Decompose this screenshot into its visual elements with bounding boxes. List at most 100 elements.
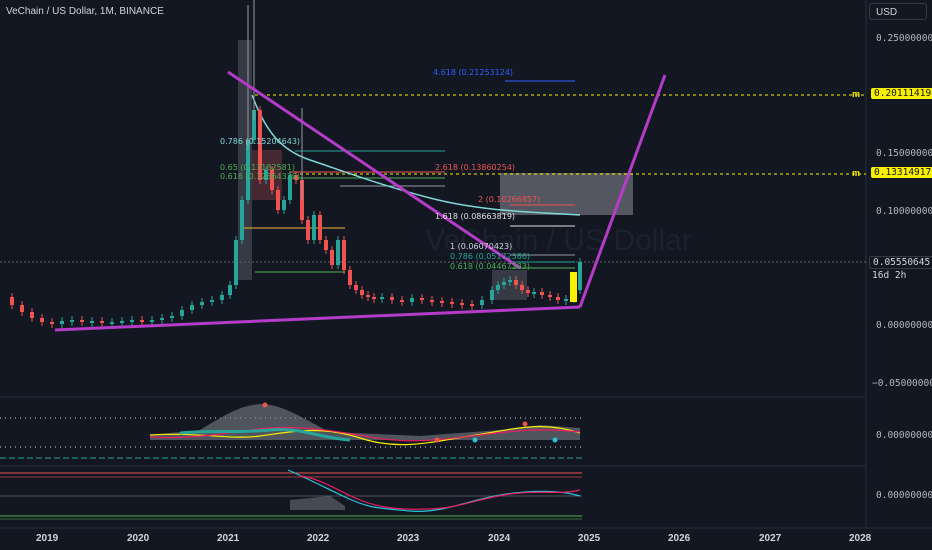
candle [330,250,334,265]
candle [342,240,346,270]
candle [246,140,250,200]
candle [276,190,280,210]
candle [324,240,328,250]
candle [420,298,424,300]
candle [240,200,244,240]
price-tick: 0.10000000 [876,206,932,217]
fib-label: 2 (0.10266857) [478,195,541,204]
candle [270,170,274,190]
projection-line [578,74,667,308]
level-marker: m [852,89,861,99]
year-label: 2020 [127,533,150,544]
level-tag-high: 0.20111419 [871,88,932,99]
supply-zone [500,173,633,215]
candle [348,270,352,285]
candle [140,320,144,322]
candle [548,295,552,297]
candle [540,292,544,295]
fib-label: 1 (0.06070423) [450,242,513,251]
candle [526,290,530,293]
fib-label: 0.65 (0.13182581) [220,163,295,172]
candle [564,299,568,301]
candle [288,175,292,200]
price-tick: −0.05000000 [872,378,932,389]
macd-zero-label: 0.00000000 [876,430,932,441]
candle [294,175,298,180]
price-tick: 0.25000000 [876,33,932,44]
candle [372,297,376,299]
currency-selector[interactable]: USD [869,3,927,20]
level-tag-mid: 0.13314917 [871,167,932,178]
candle [490,290,494,300]
year-label: 2023 [397,533,420,544]
candle [520,285,524,290]
candle [460,303,464,305]
candle [366,295,370,297]
candle [252,110,256,140]
year-label: 2025 [578,533,601,544]
year-label: 2019 [36,533,59,544]
descending-trendline [227,70,521,270]
candle [264,170,268,180]
candle [336,240,340,265]
candle [508,280,512,282]
candle [220,295,224,300]
price-tick: 0.00000000 [876,320,932,331]
current-price-tag: 0.05550645 [869,256,932,269]
level-marker: m [852,168,861,178]
candle [380,297,384,299]
stoch-pane [0,469,582,520]
candle [514,280,518,285]
candle [10,297,14,305]
year-label: 2024 [488,533,511,544]
macd-pane [0,402,582,459]
candle [120,321,124,323]
candle [440,301,444,303]
candle [400,300,404,302]
candle [578,262,582,290]
candle [70,320,74,322]
candle [360,290,364,295]
candle [228,285,232,295]
candle [470,304,474,306]
fib-label: 2.618 (0.13860254) [435,163,516,172]
candle [170,316,174,318]
year-label: 2021 [217,533,240,544]
candle [390,297,394,300]
fib-label: 0.618 (0.12364329) [220,172,301,181]
fib-label: 0.786 (0.15204643) [220,137,301,146]
candle [20,305,24,312]
candle [306,220,310,240]
fib-label: 0.618 (0.04467383) [450,262,531,271]
candle [556,297,560,300]
stoch-zero-label: 0.00000000 [876,490,932,501]
candle [234,240,238,285]
candle [200,302,204,305]
candle [502,282,506,285]
candle [430,300,434,302]
candle [40,318,44,322]
year-label: 2026 [668,533,691,544]
candle [190,305,194,310]
year-label: 2027 [759,533,782,544]
candle [532,292,536,294]
candle [410,298,414,302]
candle [258,110,262,180]
candle [450,302,454,304]
candle [80,320,84,322]
candle [60,321,64,324]
countdown-tag: 16d 2h [872,270,907,281]
candle [282,200,286,210]
candle [150,320,154,322]
candle [100,321,104,323]
candle [312,215,316,240]
candle [30,312,34,318]
candle [90,321,94,323]
price-tick: 0.15000000 [876,148,932,159]
support-trendline [54,305,581,332]
candle [480,300,484,305]
year-label: 2028 [849,533,872,544]
fib-label: 1.618 (0.08663819) [435,212,516,221]
year-label: 2022 [307,533,330,544]
